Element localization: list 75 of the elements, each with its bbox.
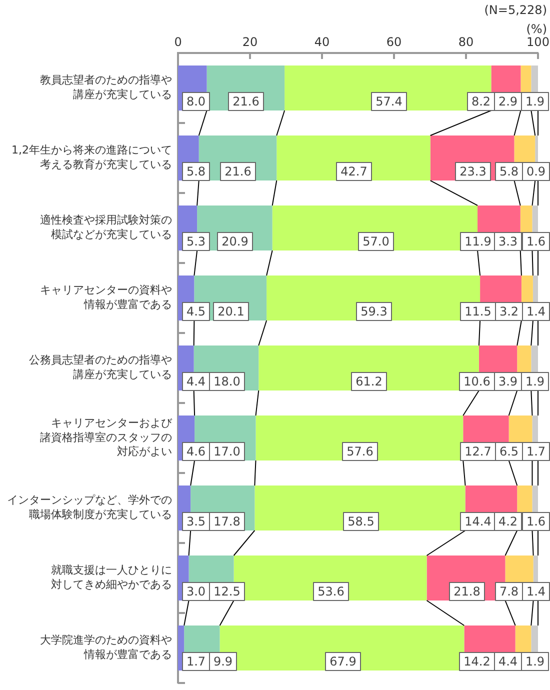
data-label: 20.1 [218,304,244,319]
data-label: 1.4 [526,304,546,319]
bar [254,485,466,531]
data-label: 3.5 [186,514,206,529]
data-label: 1.6 [526,514,546,529]
data-label: 7.8 [499,584,519,599]
data-label: 3.0 [186,584,206,599]
x-tick-label: 60 [386,34,402,49]
y-tick-label: インターンシップなど、学外での職場体験制度が充実している [7,494,172,522]
data-label: 4.6 [186,444,206,459]
y-tick-label: キャリアセンターおよび諸資格指導室のスタッフの対応がよい [40,416,173,458]
data-label: 18.0 [214,374,240,389]
data-label: 17.8 [214,514,240,529]
data-label: 5.8 [186,164,206,179]
y-tick-label: 就職支援は一人ひとりに対してきめ細やかである [51,564,172,592]
data-label: 1.9 [525,94,545,109]
data-label: 14.4 [464,514,492,529]
data-label: 4.4 [498,654,518,669]
data-label: 4.2 [498,514,518,529]
data-label: 57.6 [346,444,374,459]
data-label: 8.2 [471,94,491,109]
data-label: 1.9 [525,374,545,389]
data-label: 1.6 [526,234,546,249]
data-label: 5.3 [186,234,206,249]
data-label: 0.9 [526,164,546,179]
data-label: 3.2 [499,304,519,319]
data-label: 12.5 [214,584,240,599]
x-tick-label: 20 [242,34,258,49]
x-axis-title: (%) [526,22,547,36]
data-label: 61.2 [356,374,382,389]
y-tick-label: 公務員志望者のための指導や講座が充実している [29,354,172,382]
data-label: 6.5 [499,444,519,459]
data-label: 4.5 [186,304,206,319]
y-tick-label: 1,2年生から将来の進路について考える教育が充実している [12,144,172,172]
data-label: 20.9 [222,234,248,249]
x-tick-label: 80 [458,34,474,49]
data-label: 8.0 [186,94,206,109]
data-label: 5.8 [499,164,519,179]
data-label: 14.2 [464,654,490,669]
data-label: 9.9 [213,654,233,669]
data-label: 17.0 [214,444,240,459]
data-label: 57.0 [362,234,390,249]
data-label: 4.4 [186,374,206,389]
data-label: 21.6 [224,164,252,179]
y-tick-label: 教員志望者のための指導や講座が充実している [40,74,172,102]
data-label: 3.9 [498,374,518,389]
x-tick-label: 100 [526,34,550,49]
data-label: 21.8 [454,584,480,599]
data-label: 1.9 [525,654,545,669]
text: (N=5,228) [484,3,547,18]
x-tick-label: 40 [314,34,330,49]
bar [284,65,492,111]
data-label: 58.5 [348,514,374,529]
data-label: 2.9 [498,94,518,109]
y-tick-label: 適性検査や採用試験対策の模試などが充実している [40,214,172,242]
data-label: 57.4 [376,94,402,109]
bar [256,415,464,461]
data-label: 11.5 [464,304,492,319]
x-tick-label: 0 [174,34,182,49]
data-label: 59.3 [360,304,388,319]
data-label: 42.7 [340,164,368,179]
data-label: 1.7 [526,444,546,459]
data-label: 10.6 [464,374,490,389]
data-label: 3.3 [498,234,518,249]
bar [276,135,430,181]
data-label: 1.7 [186,654,206,669]
data-label: 21.6 [232,94,260,109]
data-label: 67.9 [330,654,356,669]
data-label: 53.6 [318,584,344,599]
data-label: 12.7 [464,444,492,459]
y-tick-label: キャリアセンターの資料や情報が豊富である [40,284,172,312]
data-label: 23.3 [460,164,486,179]
data-label: 11.9 [464,234,492,249]
y-tick-label: 大学院進学のための資料や情報が豊富である [40,634,172,662]
data-label: 1.4 [526,584,546,599]
